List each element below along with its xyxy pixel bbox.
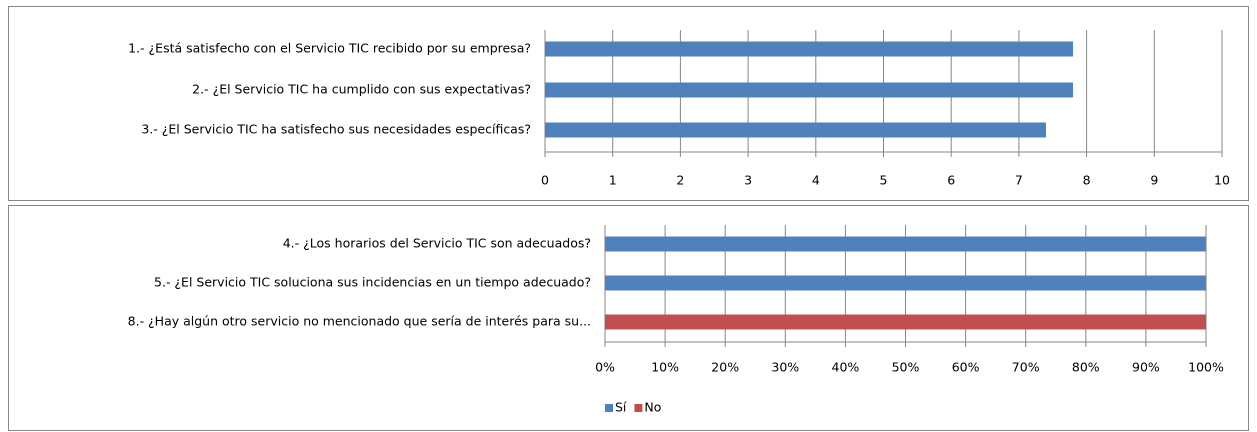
x-tick-label: 100% bbox=[1188, 360, 1224, 375]
category-label: 5.- ¿El Servicio TIC soluciona sus incid… bbox=[154, 275, 591, 290]
x-tick-label: 70% bbox=[1012, 360, 1040, 375]
x-tick-label: 80% bbox=[1072, 360, 1100, 375]
bar-segment bbox=[605, 275, 1206, 291]
bar bbox=[545, 82, 1074, 98]
bar bbox=[545, 41, 1074, 57]
category-label: 3.- ¿El Servicio TIC ha satisfecho sus n… bbox=[141, 122, 531, 137]
x-tick-label: 2 bbox=[676, 173, 684, 188]
x-tick-label: 9 bbox=[1150, 173, 1158, 188]
x-tick-label: 3 bbox=[744, 173, 752, 188]
x-tick-label: 8 bbox=[1083, 173, 1091, 188]
x-tick-label: 0 bbox=[541, 173, 549, 188]
category-label: 2.- ¿El Servicio TIC ha cumplido con sus… bbox=[192, 82, 531, 97]
x-tick-label: 7 bbox=[1015, 173, 1023, 188]
x-tick-label: 5 bbox=[880, 173, 888, 188]
x-tick-label: 10 bbox=[1214, 173, 1230, 188]
x-tick-label: 10% bbox=[651, 360, 679, 375]
x-tick-label: 50% bbox=[892, 360, 920, 375]
x-tick-label: 40% bbox=[832, 360, 860, 375]
legend-swatch bbox=[634, 404, 643, 412]
x-tick-label: 0% bbox=[595, 360, 615, 375]
bar-segment bbox=[605, 314, 1206, 330]
x-tick-label: 90% bbox=[1132, 360, 1160, 375]
chart-frame bbox=[8, 6, 1249, 201]
x-tick-label: 30% bbox=[771, 360, 799, 375]
x-tick-label: 60% bbox=[952, 360, 980, 375]
legend-label: No bbox=[644, 400, 661, 415]
legend-label: Sí bbox=[615, 400, 627, 415]
category-label: 1.- ¿Está satisfecho con el Servicio TIC… bbox=[128, 41, 531, 56]
bar-segment bbox=[605, 236, 1206, 252]
category-label: 8.- ¿Hay algún otro servicio no menciona… bbox=[128, 314, 591, 329]
x-tick-label: 4 bbox=[812, 173, 820, 188]
legend-swatch bbox=[605, 404, 613, 412]
x-tick-label: 20% bbox=[711, 360, 739, 375]
bar bbox=[545, 122, 1046, 138]
x-tick-label: 6 bbox=[947, 173, 955, 188]
x-tick-label: 1 bbox=[609, 173, 617, 188]
category-label: 4.- ¿Los horarios del Servicio TIC son a… bbox=[283, 236, 591, 251]
